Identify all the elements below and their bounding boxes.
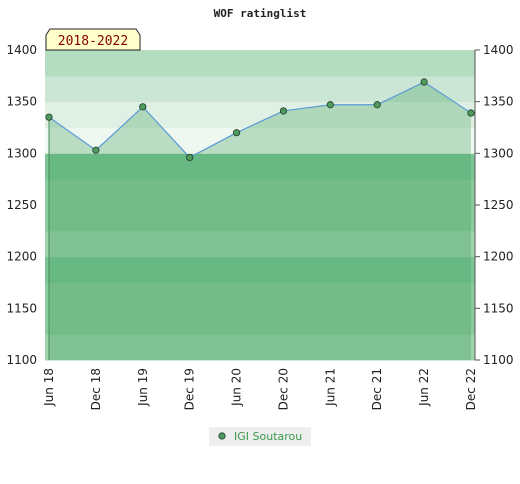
point [326, 101, 334, 109]
background-band [45, 256, 475, 283]
point [45, 113, 53, 121]
legend-label: IGI Soutarou [234, 430, 302, 443]
y-tick-label: 1250 [6, 198, 37, 212]
chart-title: WOF ratinglist [214, 7, 307, 20]
background-band [45, 334, 475, 361]
point [92, 146, 100, 154]
y-tick-label: 1350 [6, 95, 37, 109]
background-band [45, 230, 475, 258]
background-band [45, 75, 475, 103]
point [139, 103, 147, 111]
background-band [45, 50, 475, 77]
annotation: 2018-2022 [58, 34, 128, 49]
x-tick-label: Jun 20 [230, 368, 244, 407]
y2-tick-label: 1200 [483, 250, 514, 264]
point [373, 101, 381, 109]
x-tick-label: Dec 22 [464, 368, 478, 410]
y-tick-label: 1100 [6, 353, 37, 367]
y2-tick-label: 1300 [483, 146, 514, 160]
legend-marker [218, 432, 226, 440]
y2-tick-label: 1150 [483, 301, 514, 315]
point [232, 129, 241, 137]
x-tick-label: Jun 18 [42, 368, 56, 407]
badge [45, 28, 141, 51]
y-tick-label: 1400 [6, 43, 37, 57]
background-band [45, 205, 475, 232]
x-tick-label: Jun 19 [136, 368, 150, 407]
x-tick-label: Dec 18 [89, 368, 103, 410]
y2-tick-label: 1350 [483, 95, 514, 109]
y-tick-label: 1300 [6, 146, 37, 160]
y-tick-label: 1200 [6, 250, 37, 264]
y-tick-label: 1150 [6, 301, 37, 315]
y2-tick-label: 1100 [483, 353, 514, 367]
background-band [45, 127, 475, 154]
x-tick-label: Dec 20 [276, 368, 290, 410]
point [186, 153, 194, 162]
x-tick-label: Dec 21 [370, 368, 384, 410]
background-band [45, 179, 475, 206]
background-band [45, 308, 475, 335]
background-band [45, 153, 475, 180]
point [420, 78, 428, 86]
x-tick-label: Jun 22 [417, 368, 431, 407]
y2-tick-label: 1400 [483, 43, 514, 57]
background-band [45, 282, 475, 309]
point [467, 109, 475, 117]
legend-box [209, 427, 311, 446]
area [49, 82, 471, 361]
x-tick-label: Dec 19 [183, 368, 197, 410]
y2-tick-label: 1250 [483, 198, 514, 212]
point [279, 107, 288, 115]
background-band [45, 101, 475, 128]
line [48, 81, 472, 159]
x-tick-label: Jun 21 [323, 368, 337, 407]
